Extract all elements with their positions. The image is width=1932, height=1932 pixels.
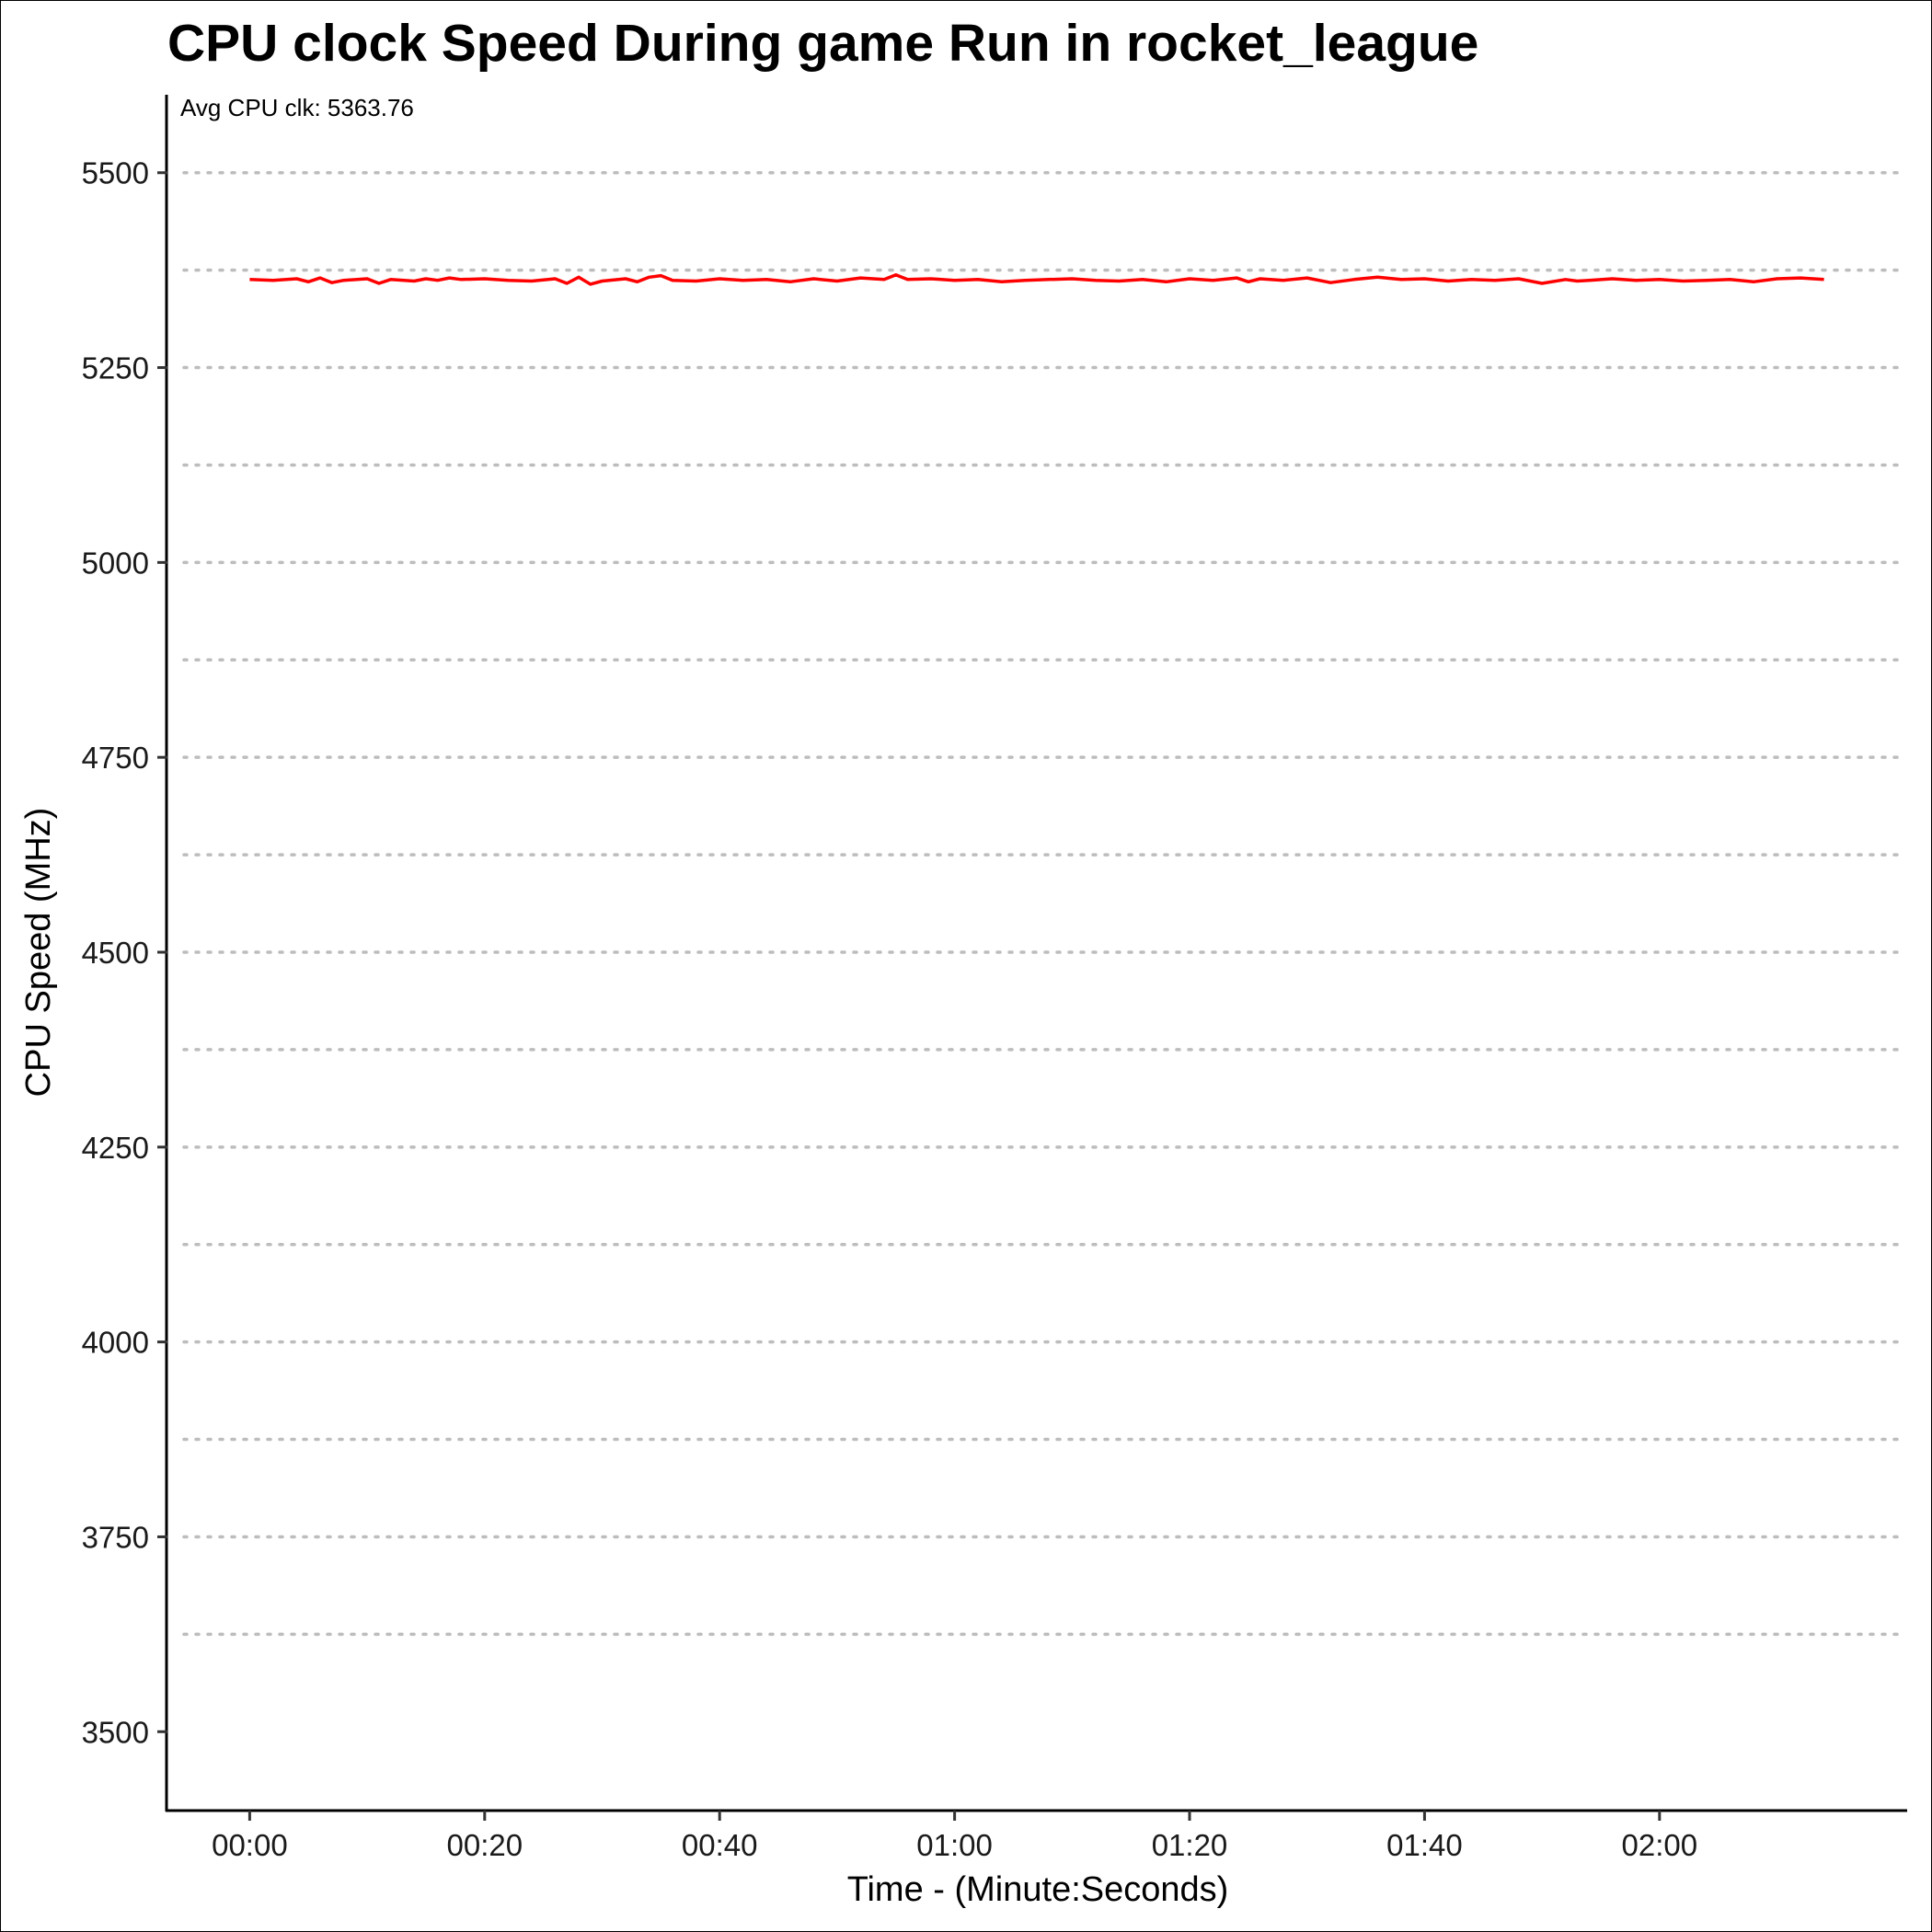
y-tick-label: 4500 xyxy=(82,936,149,970)
y-tick-label: 4000 xyxy=(82,1326,149,1360)
y-axis-title: CPU Speed (MHz) xyxy=(19,808,58,1098)
x-tick-label: 01:20 xyxy=(1152,1828,1228,1862)
x-axis-ticks: 00:00 00:20 00:40 01:00 01:20 01:40 02:00 xyxy=(212,1811,1697,1862)
chart-title: CPU clock Speed During game Run in rocke… xyxy=(167,14,1478,73)
series-layer xyxy=(249,272,1824,286)
y-tick-label: 5250 xyxy=(82,351,149,385)
x-tick-label: 02:00 xyxy=(1622,1828,1698,1862)
avg-cpu-annotation: Avg CPU clk: 5363.76 xyxy=(180,94,414,121)
x-tick-label: 00:40 xyxy=(682,1828,758,1862)
y-tick-label: 4250 xyxy=(82,1131,149,1165)
y-tick-label: 5500 xyxy=(82,156,149,190)
y-tick-label: 4750 xyxy=(82,741,149,775)
x-tick-label: 00:00 xyxy=(212,1828,288,1862)
y-tick-label: 3750 xyxy=(82,1520,149,1554)
x-tick-label: 01:40 xyxy=(1386,1828,1463,1862)
x-tick-label: 00:20 xyxy=(447,1828,523,1862)
cpu-speed-line xyxy=(249,272,1824,286)
gridlines xyxy=(182,170,1908,1637)
y-tick-label: 5000 xyxy=(82,546,149,580)
x-axis-title: Time - (Minute:Seconds) xyxy=(847,1870,1229,1909)
x-tick-label: 01:00 xyxy=(916,1828,993,1862)
y-axis-ticks: 3500 3750 4000 4250 4500 4750 5000 5250 5500 xyxy=(82,156,167,1749)
y-tick-label: 3500 xyxy=(82,1715,149,1749)
